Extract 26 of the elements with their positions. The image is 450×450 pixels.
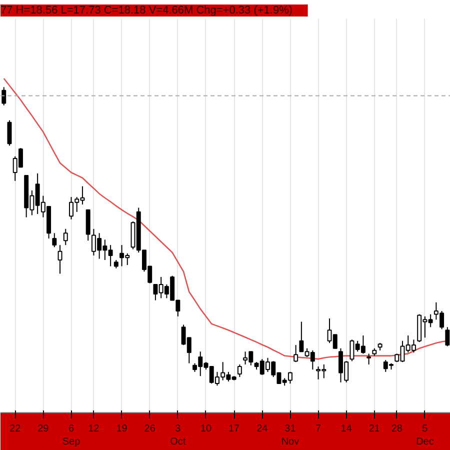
candlestick bbox=[52, 232, 57, 248]
x-tick-label: 31 Nov bbox=[281, 424, 300, 448]
x-tick-label: 7 bbox=[316, 424, 322, 434]
x-tick-label: 10 bbox=[200, 424, 212, 434]
candlestick bbox=[58, 244, 62, 274]
candlestick bbox=[2, 86, 6, 106]
candlestick bbox=[294, 344, 298, 363]
candlestick bbox=[445, 326, 450, 347]
candlestick bbox=[366, 353, 372, 365]
x-tick-label: 3 Oct bbox=[170, 424, 186, 448]
x-tick-label: 17 bbox=[228, 424, 240, 434]
x-tick-label: 6 Sep bbox=[62, 424, 81, 448]
x-tick-label: 28 bbox=[391, 424, 403, 434]
x-tick-label: 29 bbox=[38, 424, 50, 434]
x-tick-label: 22 bbox=[10, 424, 22, 434]
x-tick-label: 26 bbox=[144, 424, 156, 434]
x-tick-label: 24 bbox=[256, 424, 268, 434]
x-tick-label: 21 bbox=[368, 424, 380, 434]
candlestick bbox=[7, 120, 12, 146]
candlestick bbox=[237, 364, 242, 378]
x-tick-label: 5 Dec bbox=[416, 424, 434, 448]
x-tick-label: 12 bbox=[88, 424, 100, 434]
x-tick-label: 19 bbox=[116, 424, 128, 434]
candlestick bbox=[63, 228, 68, 246]
text: 77 H=18.56 L=17.73 C=18.18 V=4.66M Chg=+0.33 (+1.9%) bbox=[0, 4, 293, 16]
x-tick-label: 14 bbox=[340, 424, 352, 434]
